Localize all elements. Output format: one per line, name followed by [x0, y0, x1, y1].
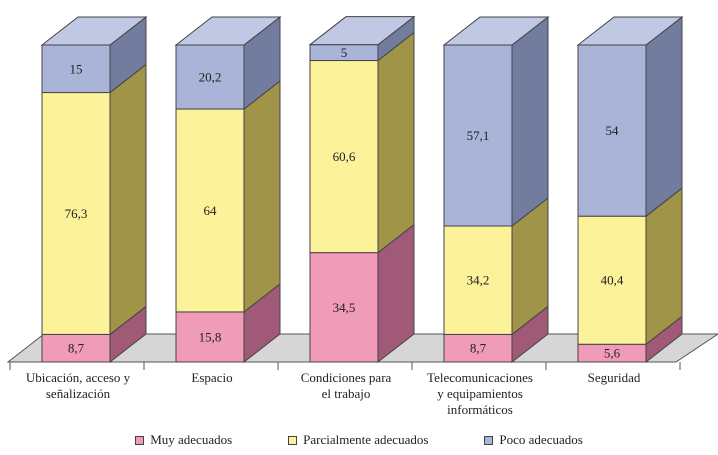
category-label: Ubicación, acceso y — [26, 370, 131, 385]
legend-label: Muy adecuados — [150, 432, 233, 447]
stacked-bar-chart: 8,7 76,3 15 Ubicación, acceso yseñalización… — [6, 15, 718, 417]
category-label: señalización — [46, 386, 111, 401]
bar-top — [576, 16, 684, 46]
bar-segment-side — [511, 15, 549, 228]
legend-swatch — [135, 435, 145, 445]
legend-label: Parcialmente adecuados — [303, 432, 429, 447]
bar-segment — [175, 108, 245, 313]
category-label: y equipamientos — [437, 386, 523, 401]
bar-stack: 8,7 34,2 57,1 — [442, 15, 550, 364]
data-label: 8,7 — [470, 341, 487, 356]
legend: Muy adecuados Parcialmente adecuados Poco … — [0, 432, 718, 448]
data-label: 5,6 — [604, 346, 621, 361]
data-label: 8,7 — [68, 341, 85, 356]
bar-segment-side — [109, 63, 147, 336]
data-label: 5 — [341, 45, 348, 60]
category-label: Espacio — [191, 370, 232, 385]
bar-stack: 34,5 60,6 5 — [308, 15, 416, 364]
category-label: Condiciones para — [301, 370, 392, 385]
data-label: 34,2 — [467, 273, 490, 288]
legend-swatch — [484, 435, 494, 445]
data-label: 76,3 — [65, 206, 88, 221]
legend-item: Muy adecuados — [135, 432, 232, 448]
legend-item: Poco adecuados — [484, 432, 583, 448]
bar-segment — [41, 333, 111, 363]
category-label: Seguridad — [588, 370, 641, 385]
bar-segment — [443, 225, 513, 335]
bar-top — [442, 16, 550, 46]
bar-top — [174, 16, 282, 46]
data-label: 15 — [70, 61, 83, 76]
data-label: 64 — [204, 203, 218, 218]
bar-segment — [175, 44, 245, 110]
bar-top — [308, 16, 416, 46]
data-label: 40,4 — [601, 273, 624, 288]
legend-label: Poco adecuados — [499, 432, 583, 447]
data-label: 20,2 — [199, 70, 222, 85]
data-label: 57,1 — [467, 128, 490, 143]
legend-item: Parcialmente adecuados — [288, 432, 428, 448]
category-label: Telecomunicaciones — [427, 370, 533, 385]
bar-stack: 15,8 64 20,2 — [174, 15, 282, 364]
bar-segment — [309, 60, 379, 254]
legend-swatch — [288, 435, 298, 445]
bar-stack: 5,6 40,4 54 — [576, 15, 684, 364]
data-label: 60,6 — [333, 149, 356, 164]
data-label: 54 — [606, 123, 620, 138]
category-label: el trabajo — [322, 386, 371, 401]
bar-segment — [175, 311, 245, 363]
data-label: 34,5 — [333, 300, 356, 315]
bar-segment-side — [243, 80, 281, 313]
category-label: informáticos — [447, 402, 513, 417]
bar-segment-side — [377, 31, 415, 254]
bar-top — [40, 16, 148, 46]
bar-stack: 8,7 76,3 15 — [40, 15, 148, 364]
bar-segment-side — [645, 15, 683, 218]
data-label: 15,8 — [199, 329, 222, 344]
bar-segment — [443, 44, 513, 227]
